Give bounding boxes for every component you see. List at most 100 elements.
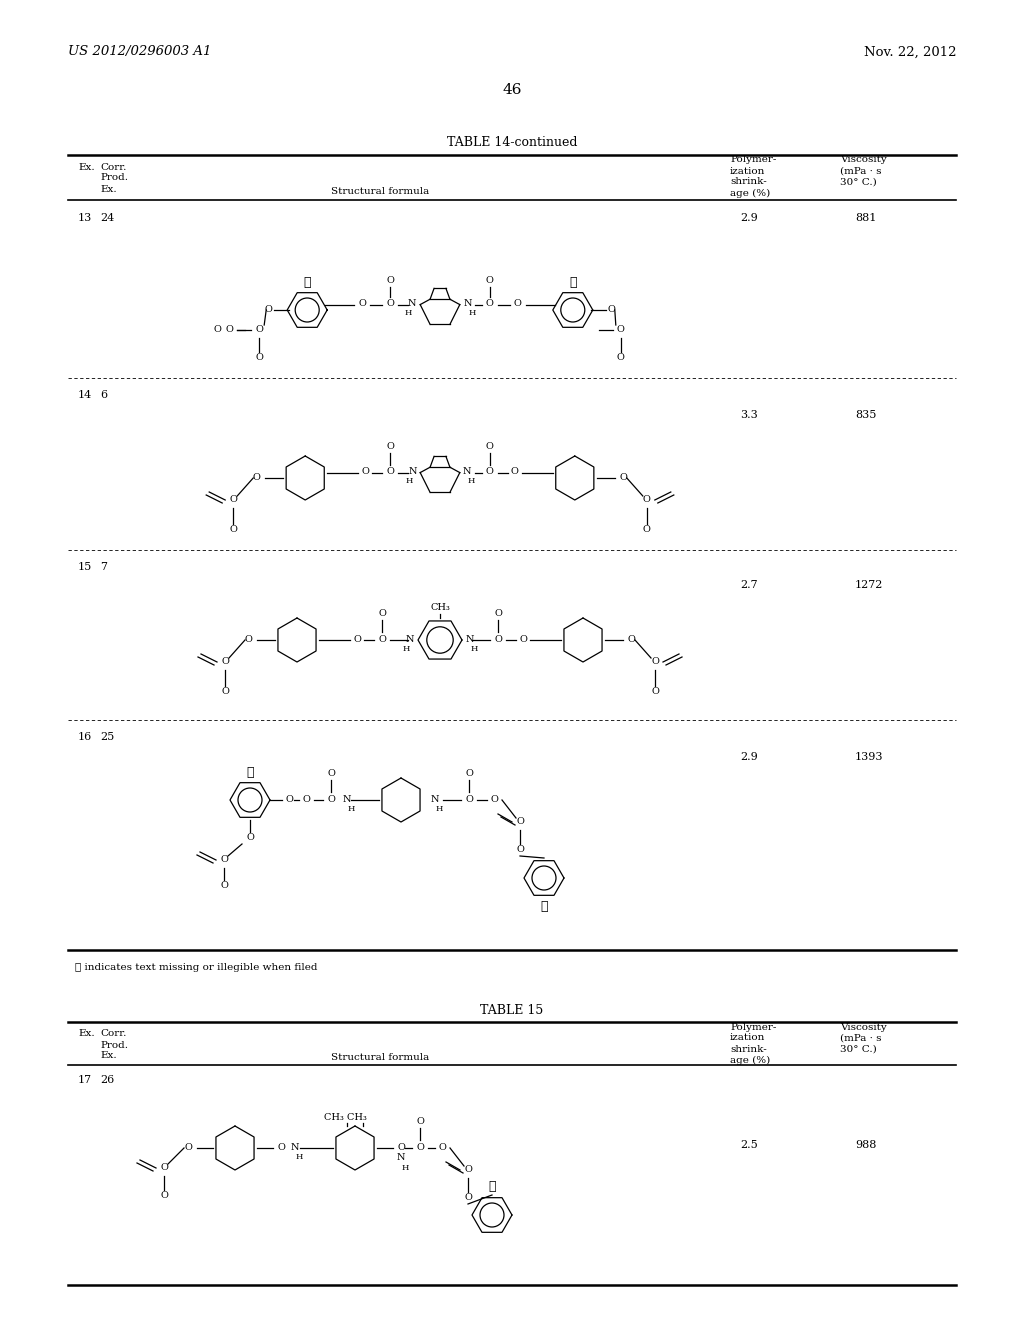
Text: age (%): age (%) (730, 189, 770, 198)
Text: O: O (386, 276, 394, 285)
Text: O: O (643, 495, 650, 504)
Text: Polymer-: Polymer- (730, 1023, 776, 1031)
Text: Corr.: Corr. (100, 162, 126, 172)
Text: 2.9: 2.9 (740, 213, 758, 223)
Text: CH₃: CH₃ (430, 603, 450, 612)
Text: H: H (295, 1152, 303, 1162)
Text: O: O (416, 1143, 424, 1151)
Text: O: O (327, 770, 335, 779)
Text: N: N (343, 795, 351, 804)
Text: Ex.: Ex. (100, 1052, 117, 1060)
Text: O: O (184, 1143, 193, 1151)
Text: Ex.: Ex. (78, 162, 94, 172)
Text: N: N (466, 635, 474, 644)
Text: N: N (397, 1154, 406, 1163)
Text: O: O (160, 1192, 168, 1200)
Text: Nov. 22, 2012: Nov. 22, 2012 (863, 45, 956, 58)
Text: O: O (278, 1143, 285, 1151)
Text: O: O (221, 657, 229, 667)
Text: N: N (291, 1143, 299, 1151)
Text: 1393: 1393 (855, 752, 884, 762)
Text: 881: 881 (855, 213, 877, 223)
Text: 46: 46 (502, 83, 522, 96)
Text: 17: 17 (78, 1074, 92, 1085)
Text: O: O (302, 795, 310, 804)
Text: H: H (347, 805, 354, 813)
Text: H: H (401, 1164, 409, 1172)
Text: Corr.: Corr. (100, 1030, 126, 1039)
Text: O: O (616, 325, 625, 334)
Text: O: O (386, 442, 394, 451)
Text: O: O (516, 846, 524, 854)
Text: O: O (220, 855, 228, 865)
Text: O: O (620, 473, 628, 482)
Text: N: N (408, 300, 416, 308)
Text: Ex.: Ex. (100, 185, 117, 194)
Text: O: O (378, 635, 386, 644)
Text: O: O (286, 795, 294, 804)
Text: O: O (511, 467, 519, 477)
Text: 835: 835 (855, 411, 877, 420)
Text: TABLE 14-continued: TABLE 14-continued (446, 136, 578, 149)
Text: Structural formula: Structural formula (331, 1053, 429, 1063)
Text: O: O (465, 770, 473, 779)
Text: O: O (397, 1143, 404, 1151)
Text: ization: ization (730, 1034, 765, 1043)
Text: Ⓓ: Ⓓ (569, 276, 577, 289)
Text: O: O (244, 635, 252, 644)
Text: Prod.: Prod. (100, 1040, 128, 1049)
Text: O: O (386, 300, 394, 308)
Text: (mPa · s: (mPa · s (840, 166, 882, 176)
Text: O: O (464, 1166, 472, 1175)
Text: O: O (246, 833, 254, 842)
Text: O: O (438, 1143, 445, 1151)
Text: O: O (361, 467, 369, 477)
Text: Prod.: Prod. (100, 173, 128, 182)
Text: 24: 24 (100, 213, 115, 223)
Text: Ⓓ: Ⓓ (303, 276, 311, 289)
Text: 7: 7 (100, 562, 106, 572)
Text: Structural formula: Structural formula (331, 187, 429, 197)
Text: shrink-: shrink- (730, 177, 767, 186)
Text: Ⓓ: Ⓓ (541, 899, 548, 912)
Text: O: O (485, 276, 494, 285)
Text: O: O (494, 635, 502, 644)
Text: O: O (378, 610, 386, 619)
Text: H: H (402, 645, 410, 653)
Text: N: N (409, 467, 417, 477)
Text: H: H (404, 309, 412, 317)
Text: O: O (264, 305, 272, 314)
Text: O: O (327, 795, 335, 804)
Text: O: O (416, 1118, 424, 1126)
Text: N: N (431, 795, 439, 804)
Text: O: O (628, 635, 636, 644)
Text: O: O (485, 442, 494, 451)
Text: 30° C.): 30° C.) (840, 177, 877, 186)
Text: Viscosity: Viscosity (840, 1023, 887, 1031)
Text: Ⓓ: Ⓓ (246, 766, 254, 779)
Text: O: O (485, 467, 494, 477)
Text: O: O (494, 610, 502, 619)
Text: O: O (490, 795, 498, 804)
Text: Ⓓ: Ⓓ (488, 1180, 496, 1193)
Text: ization: ization (730, 166, 765, 176)
Text: US 2012/0296003 A1: US 2012/0296003 A1 (68, 45, 211, 58)
Text: O: O (220, 882, 228, 891)
Text: TABLE 15: TABLE 15 (480, 1003, 544, 1016)
Text: 14: 14 (78, 389, 92, 400)
Text: 2.9: 2.9 (740, 752, 758, 762)
Text: O: O (353, 635, 360, 644)
Text: O: O (252, 473, 260, 482)
Text: O: O (229, 495, 238, 504)
Text: Ex.: Ex. (78, 1030, 94, 1039)
Text: O: O (643, 525, 650, 535)
Text: 25: 25 (100, 733, 115, 742)
Text: O: O (651, 688, 658, 697)
Text: Ⓕ indicates text missing or illegible when filed: Ⓕ indicates text missing or illegible wh… (75, 964, 317, 973)
Text: O: O (358, 300, 367, 308)
Text: O: O (160, 1163, 168, 1172)
Text: N: N (463, 467, 471, 477)
Text: shrink-: shrink- (730, 1044, 767, 1053)
Text: 2.5: 2.5 (740, 1140, 758, 1150)
Text: O: O (225, 325, 233, 334)
